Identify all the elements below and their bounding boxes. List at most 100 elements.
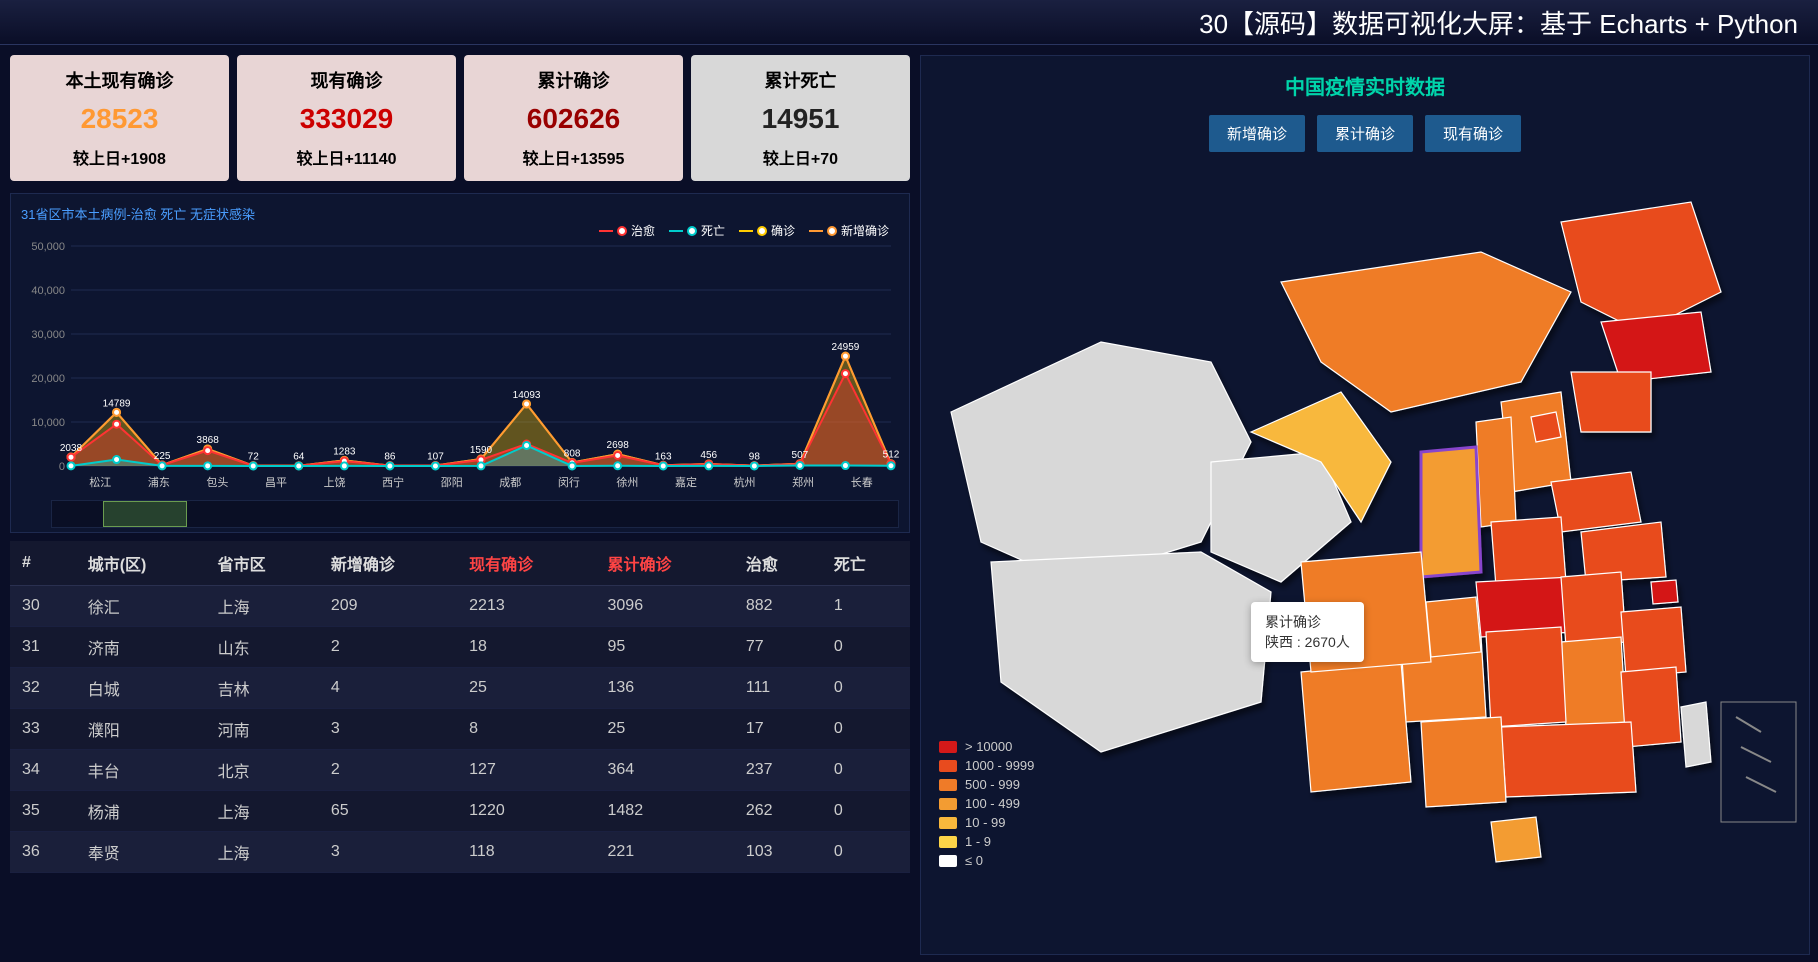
map-region-beijing[interactable] <box>1531 412 1561 442</box>
chart-zoom-brush[interactable] <box>51 500 899 528</box>
map-region-hunan[interactable] <box>1486 627 1566 727</box>
map-region-shandong[interactable] <box>1551 472 1641 532</box>
stat-value: 333029 <box>245 103 448 135</box>
map-region-guangxi[interactable] <box>1421 717 1506 807</box>
map-region-yunnan[interactable] <box>1301 662 1411 792</box>
svg-text:507: 507 <box>792 450 809 461</box>
map-region-taiwan[interactable] <box>1681 702 1711 767</box>
table-cell: 111 <box>734 668 822 709</box>
table-cell: 118 <box>457 832 595 873</box>
line-chart[interactable]: 010,00020,00030,00040,00050,000松江浦东包头昌平上… <box>21 231 901 496</box>
table-cell: 25 <box>457 668 595 709</box>
table-cell: 3 <box>319 709 457 750</box>
map-region-anhui[interactable] <box>1561 572 1626 647</box>
svg-text:808: 808 <box>564 448 581 459</box>
map-region-jiangsu[interactable] <box>1581 522 1666 582</box>
map-region-henan[interactable] <box>1491 517 1566 587</box>
svg-text:杭州: 杭州 <box>734 475 756 489</box>
map-region-chongqing[interactable] <box>1426 597 1481 657</box>
map-legend-item[interactable]: 10 - 99 <box>939 815 1034 830</box>
page-header: 30【源码】数据可视化大屏：基于 Echarts + Python <box>0 0 1818 45</box>
stat-card: 本土现有确诊 28523 较上日+1908 <box>10 55 229 181</box>
table-row[interactable]: 36奉贤上海31182211030 <box>10 832 910 873</box>
tooltip-line2: 陕西 : 2670人 <box>1265 632 1350 652</box>
table-row[interactable]: 34丰台北京21273642370 <box>10 750 910 791</box>
map-filter-button[interactable]: 新增确诊 <box>1209 115 1305 152</box>
table-cell: 33 <box>10 709 76 750</box>
table-cell: 25 <box>596 709 734 750</box>
svg-text:86: 86 <box>384 452 396 463</box>
table-cell: 北京 <box>206 750 319 791</box>
table-cell: 30 <box>10 586 76 627</box>
header-title: 30【源码】数据可视化大屏：基于 Echarts + Python <box>1199 4 1798 41</box>
map-region-shaanxi[interactable] <box>1421 447 1481 577</box>
map-title: 中国疫情实时数据 <box>921 71 1809 100</box>
table-header-cell: 新增确诊 <box>319 541 457 586</box>
table-body: 30徐汇上海20922133096882131济南山东2189577032白城吉… <box>10 586 910 873</box>
svg-text:225: 225 <box>154 451 171 462</box>
table-cell: 136 <box>596 668 734 709</box>
stat-value: 28523 <box>18 103 221 135</box>
map-region-xinjiang[interactable] <box>951 342 1251 582</box>
brush-selection[interactable] <box>103 501 188 527</box>
map-region-hainan[interactable] <box>1491 817 1541 862</box>
table-cell: 奉贤 <box>76 832 206 873</box>
svg-text:成都: 成都 <box>499 476 521 489</box>
map-filter-button[interactable]: 累计确诊 <box>1317 115 1413 152</box>
table-header-cell: 省市区 <box>206 541 319 586</box>
table-cell: 上海 <box>206 832 319 873</box>
table-row[interactable]: 30徐汇上海209221330968821 <box>10 586 910 627</box>
table-cell: 丰台 <box>76 750 206 791</box>
table-header-cell: 累计确诊 <box>596 541 734 586</box>
map-filter-button[interactable]: 现有确诊 <box>1425 115 1521 152</box>
legend-item[interactable]: 确诊 <box>739 222 795 239</box>
table-cell: 1220 <box>457 791 595 832</box>
map-region-shanxi[interactable] <box>1476 417 1516 527</box>
table-cell: 0 <box>822 750 910 791</box>
map-region-guangdong[interactable] <box>1501 722 1636 797</box>
map-region-jiangxi[interactable] <box>1561 637 1626 727</box>
map-legend-item[interactable]: 500 - 999 <box>939 777 1034 792</box>
map-region-neimenggu[interactable] <box>1281 252 1571 412</box>
legend-item[interactable]: 新增确诊 <box>809 222 889 239</box>
stat-title: 本土现有确诊 <box>18 67 221 93</box>
svg-text:64: 64 <box>293 452 305 463</box>
map-legend-item[interactable]: ≤ 0 <box>939 853 1034 868</box>
stat-title: 累计死亡 <box>699 67 902 93</box>
china-map-svg[interactable] <box>921 162 1811 892</box>
table-cell: 34 <box>10 750 76 791</box>
map-legend-item[interactable]: > 10000 <box>939 739 1034 754</box>
map-legend-item[interactable]: 100 - 499 <box>939 796 1034 811</box>
svg-text:72: 72 <box>248 452 260 463</box>
table-cell: 濮阳 <box>76 709 206 750</box>
table-cell: 2 <box>319 627 457 668</box>
table-cell: 济南 <box>76 627 206 668</box>
table-row[interactable]: 31济南山东21895770 <box>10 627 910 668</box>
map-region-shanghai[interactable] <box>1651 580 1678 604</box>
table-row[interactable]: 33濮阳河南3825170 <box>10 709 910 750</box>
map-tooltip: 累计确诊 陕西 : 2670人 <box>1251 602 1364 662</box>
table-cell: 262 <box>734 791 822 832</box>
table-cell: 上海 <box>206 791 319 832</box>
map-region-xizang[interactable] <box>991 552 1271 752</box>
table-cell: 209 <box>319 586 457 627</box>
svg-text:30,000: 30,000 <box>31 329 65 341</box>
map-area[interactable]: 累计确诊 陕西 : 2670人 > 10000 1000 - 9999 500 - … <box>921 162 1809 892</box>
table-cell: 0 <box>822 791 910 832</box>
map-legend-item[interactable]: 1000 - 9999 <box>939 758 1034 773</box>
table-cell: 221 <box>596 832 734 873</box>
table-row[interactable]: 32白城吉林4251361110 <box>10 668 910 709</box>
map-legend-item[interactable]: 1 - 9 <box>939 834 1034 849</box>
legend-item[interactable]: 死亡 <box>669 222 725 239</box>
svg-text:嘉定: 嘉定 <box>675 475 697 489</box>
table-cell: 白城 <box>76 668 206 709</box>
map-region-liaoning[interactable] <box>1571 372 1651 432</box>
table-cell: 4 <box>319 668 457 709</box>
legend-item[interactable]: 治愈 <box>599 222 655 239</box>
stat-title: 累计确诊 <box>472 67 675 93</box>
table-cell: 8 <box>457 709 595 750</box>
table-row[interactable]: 35杨浦上海65122014822620 <box>10 791 910 832</box>
svg-text:14789: 14789 <box>103 398 131 409</box>
table-header-cell: # <box>10 541 76 586</box>
svg-text:0: 0 <box>59 461 65 473</box>
